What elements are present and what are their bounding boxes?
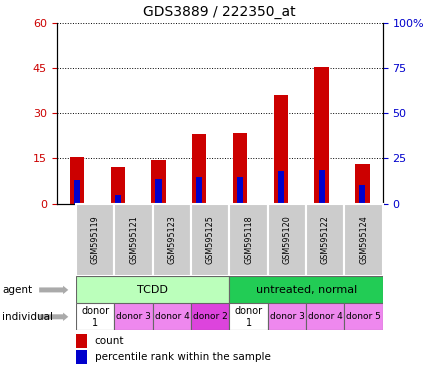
Bar xyxy=(355,164,369,204)
Bar xyxy=(114,204,152,276)
Bar xyxy=(76,276,229,303)
Text: GSM595122: GSM595122 xyxy=(320,215,329,265)
Bar xyxy=(151,160,165,204)
Text: GSM595121: GSM595121 xyxy=(129,216,138,264)
Bar xyxy=(306,204,344,276)
Bar xyxy=(306,303,344,330)
Text: GSM595124: GSM595124 xyxy=(358,216,367,264)
Text: donor 4: donor 4 xyxy=(307,312,342,321)
Bar xyxy=(115,195,121,204)
Text: GSM595123: GSM595123 xyxy=(167,216,176,264)
Bar xyxy=(277,171,283,204)
Bar xyxy=(152,303,191,330)
Text: percentile rank within the sample: percentile rank within the sample xyxy=(94,352,270,362)
Bar xyxy=(229,303,267,330)
Bar xyxy=(74,180,80,204)
Text: donor 5: donor 5 xyxy=(345,312,380,321)
Bar xyxy=(76,351,87,364)
Bar xyxy=(344,303,382,330)
Text: agent: agent xyxy=(2,285,32,295)
Bar xyxy=(358,185,365,204)
Text: donor 3: donor 3 xyxy=(116,312,151,321)
Bar xyxy=(152,204,191,276)
Title: GDS3889 / 222350_at: GDS3889 / 222350_at xyxy=(143,5,295,19)
Bar xyxy=(232,133,247,204)
Bar xyxy=(76,204,114,276)
Bar xyxy=(229,204,267,276)
Text: untreated, normal: untreated, normal xyxy=(255,285,356,295)
Bar xyxy=(273,95,287,204)
Text: donor 4: donor 4 xyxy=(154,312,189,321)
Text: donor
1: donor 1 xyxy=(234,306,262,328)
Bar xyxy=(267,303,306,330)
Bar xyxy=(114,303,152,330)
Bar xyxy=(76,303,114,330)
Bar xyxy=(191,303,229,330)
Text: donor 2: donor 2 xyxy=(192,312,227,321)
Text: GSM595118: GSM595118 xyxy=(243,216,253,264)
Bar xyxy=(314,67,328,204)
Bar xyxy=(191,204,229,276)
Text: GSM595120: GSM595120 xyxy=(282,216,291,264)
Bar xyxy=(344,204,382,276)
Text: donor 3: donor 3 xyxy=(269,312,304,321)
Text: donor
1: donor 1 xyxy=(81,306,109,328)
Text: GSM595119: GSM595119 xyxy=(91,216,99,264)
Bar xyxy=(267,204,306,276)
Bar xyxy=(196,177,202,204)
Text: GSM595125: GSM595125 xyxy=(205,215,214,265)
Bar xyxy=(229,276,382,303)
Bar xyxy=(192,134,206,204)
Bar xyxy=(69,157,84,204)
Bar xyxy=(155,179,161,204)
Bar xyxy=(237,177,243,204)
Text: TCDD: TCDD xyxy=(137,285,168,295)
Bar xyxy=(318,170,324,204)
Text: count: count xyxy=(94,336,124,346)
Bar xyxy=(110,167,125,204)
Bar xyxy=(76,334,87,348)
Text: individual: individual xyxy=(2,312,53,322)
